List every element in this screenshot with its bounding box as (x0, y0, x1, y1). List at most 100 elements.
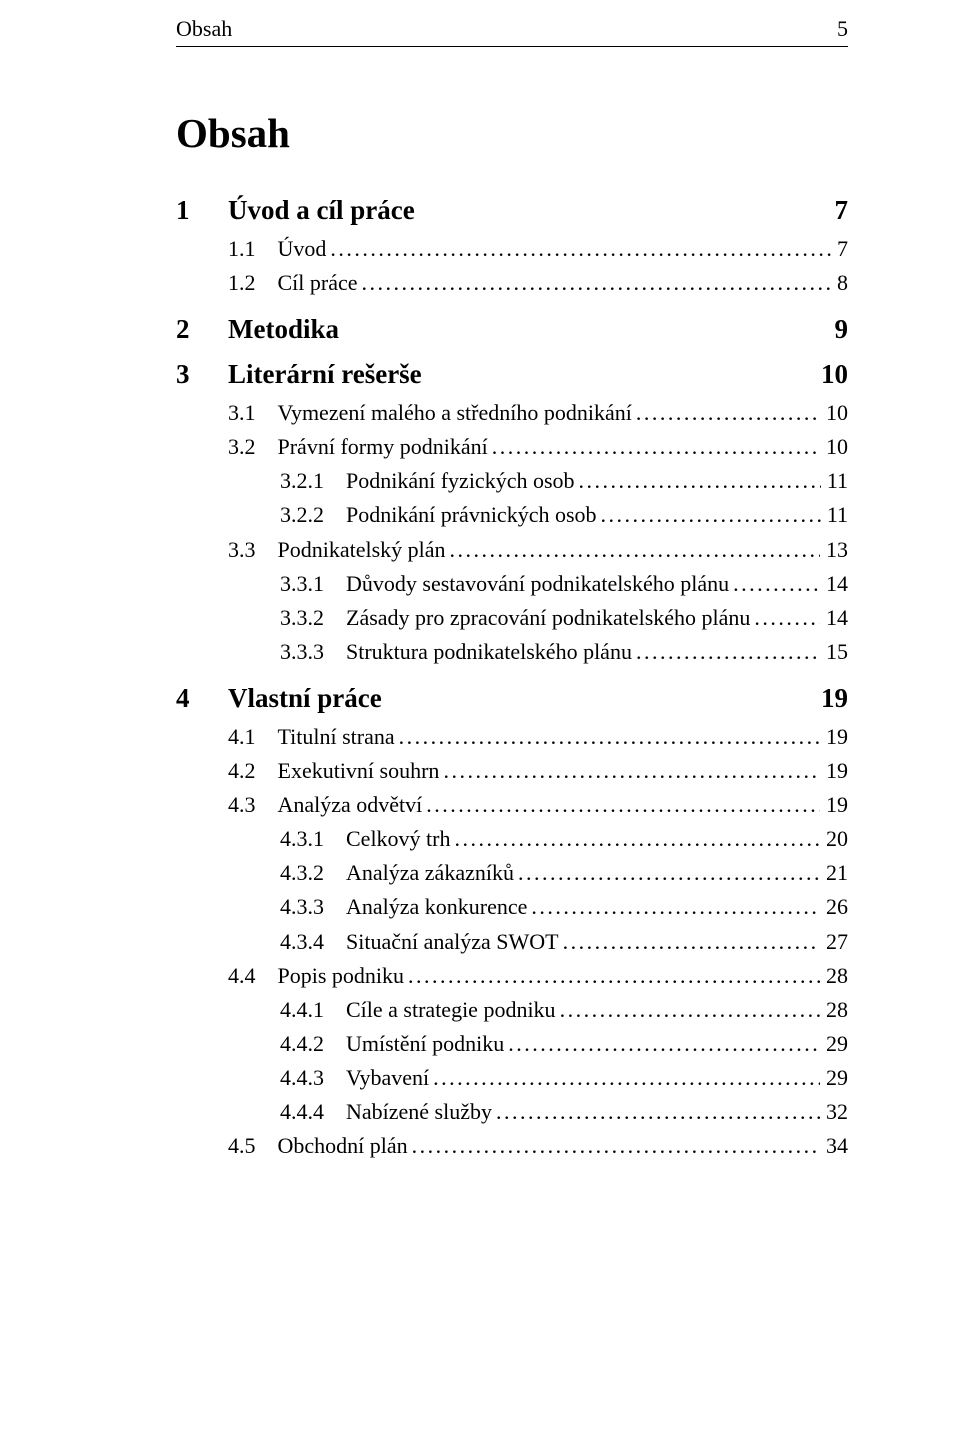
toc-entry-page: 27 (820, 925, 848, 959)
toc-entry-label: Umístění podniku (346, 1027, 508, 1061)
toc-section: 4.1Titulní strana19 (176, 720, 848, 754)
toc-entry-label: Celkový trh (346, 822, 455, 856)
dot-leader (426, 788, 820, 822)
toc-entry-number: 1.1 (228, 232, 278, 266)
toc-entry-number: 3.3.3 (280, 635, 346, 669)
toc-chapter: 3Literární rešerše10 (176, 359, 848, 390)
toc-entry-label: Podnikání fyzických osob (346, 464, 579, 498)
toc-entry-number: 4.4.1 (280, 993, 346, 1027)
toc-section: 4.3Analýza odvětví 19 (176, 788, 848, 822)
toc-chapter-label: Vlastní práce (228, 683, 821, 714)
toc-entry-label: Obchodní plán (278, 1129, 412, 1163)
toc-entry-number: 4.2 (228, 754, 278, 788)
toc-entry-number: 3.3.1 (280, 567, 346, 601)
toc-subsection: 4.4.3Vybavení29 (176, 1061, 848, 1095)
toc-entry-number: 4.3 (228, 788, 278, 822)
dot-leader (496, 1095, 820, 1129)
dot-leader (330, 232, 831, 266)
toc-entry-page: 19 (820, 720, 848, 754)
dot-leader (636, 396, 820, 430)
toc-chapter-page: 7 (835, 195, 849, 226)
toc-entry-number: 3.2.2 (280, 498, 346, 532)
page: Obsah 5 Obsah 1Úvod a cíl práce71.1Úvod7… (0, 0, 960, 1440)
header-left: Obsah (176, 16, 232, 42)
toc-entry-label: Analýza konkurence (346, 890, 531, 924)
dot-leader (443, 754, 820, 788)
dot-leader (412, 1129, 820, 1163)
toc-entry-page: 13 (820, 533, 848, 567)
toc-entry-number: 4.3.1 (280, 822, 346, 856)
toc-entry-label: Popis podniku (278, 959, 409, 993)
toc-entry-label: Podnikání právnických osob (346, 498, 601, 532)
toc-entry-label: Důvody sestavování podnikatelského plánu (346, 567, 733, 601)
toc-entry-number: 4.1 (228, 720, 278, 754)
toc-subsection: 4.3.4Situační analýza SWOT 27 (176, 925, 848, 959)
toc-entry-page: 29 (820, 1027, 848, 1061)
toc-entry-number: 3.2.1 (280, 464, 346, 498)
toc-chapter-label: Úvod a cíl práce (228, 195, 835, 226)
dot-leader (579, 464, 821, 498)
toc-entry-page: 28 (820, 959, 848, 993)
toc-entry-page: 11 (821, 498, 848, 532)
toc-entry-label: Cíl práce (278, 266, 362, 300)
toc-subsection: 4.3.1Celkový trh 20 (176, 822, 848, 856)
dot-leader (362, 266, 831, 300)
toc-section: 1.1Úvod 7 (176, 232, 848, 266)
dot-leader (563, 925, 820, 959)
header-rule (176, 46, 848, 47)
header-page-number: 5 (837, 16, 848, 42)
toc-chapter: 1Úvod a cíl práce7 (176, 195, 848, 226)
toc-entry-number: 3.3.2 (280, 601, 346, 635)
toc-entry-page: 34 (820, 1129, 848, 1163)
toc-section: 1.2Cíl práce8 (176, 266, 848, 300)
dot-leader (399, 720, 820, 754)
toc-subsection: 4.4.2Umístění podniku 29 (176, 1027, 848, 1061)
dot-leader (433, 1061, 820, 1095)
toc-entry-page: 21 (820, 856, 848, 890)
toc-chapter-number: 1 (176, 195, 228, 226)
toc-chapter-page: 19 (821, 683, 848, 714)
toc-entry-label: Podnikatelský plán (278, 533, 450, 567)
toc-entry-label: Úvod (278, 232, 331, 266)
toc-subsection: 4.4.1Cíle a strategie podniku28 (176, 993, 848, 1027)
toc-section: 3.1Vymezení malého a středního podnikání… (176, 396, 848, 430)
toc-entry-page: 26 (820, 890, 848, 924)
toc-entry-label: Právní formy podnikání (278, 430, 492, 464)
toc-entry-page: 19 (820, 754, 848, 788)
toc-subsection: 4.4.4Nabízené služby32 (176, 1095, 848, 1129)
toc-entry-page: 15 (820, 635, 848, 669)
toc-section: 3.3Podnikatelský plán13 (176, 533, 848, 567)
toc-subsection: 4.3.3Analýza konkurence 26 (176, 890, 848, 924)
toc-entry-label: Vybavení (346, 1061, 433, 1095)
toc-chapter-page: 10 (821, 359, 848, 390)
dot-leader (560, 993, 820, 1027)
toc-chapter: 4Vlastní práce19 (176, 683, 848, 714)
toc-chapter-label: Metodika (228, 314, 835, 345)
toc-entry-number: 4.4.3 (280, 1061, 346, 1095)
toc-entry-number: 4.4.2 (280, 1027, 346, 1061)
toc-entry-label: Cíle a strategie podniku (346, 993, 560, 1027)
toc-entry-page: 10 (820, 396, 848, 430)
toc-entry-number: 4.3.4 (280, 925, 346, 959)
toc-entry-page: 14 (820, 601, 848, 635)
page-title: Obsah (176, 109, 848, 157)
toc-entry-number: 4.3.3 (280, 890, 346, 924)
toc-subsection: 4.3.2Analýza zákazníků21 (176, 856, 848, 890)
toc-chapter-label: Literární rešerše (228, 359, 821, 390)
toc-entry-label: Situační analýza SWOT (346, 925, 563, 959)
toc-entry-number: 4.5 (228, 1129, 278, 1163)
toc-entry-label: Analýza odvětví (278, 788, 427, 822)
toc-entry-page: 20 (820, 822, 848, 856)
dot-leader (455, 822, 821, 856)
dot-leader (408, 959, 820, 993)
dot-leader (601, 498, 821, 532)
toc-entry-page: 7 (831, 232, 848, 266)
toc-entry-number: 4.3.2 (280, 856, 346, 890)
toc-entry-page: 32 (820, 1095, 848, 1129)
table-of-contents: 1Úvod a cíl práce71.1Úvod71.2Cíl práce82… (176, 195, 848, 1163)
toc-section: 4.5Obchodní plán 34 (176, 1129, 848, 1163)
toc-chapter: 2Metodika9 (176, 314, 848, 345)
toc-entry-page: 19 (820, 788, 848, 822)
toc-entry-number: 4.4 (228, 959, 278, 993)
toc-entry-page: 8 (831, 266, 848, 300)
